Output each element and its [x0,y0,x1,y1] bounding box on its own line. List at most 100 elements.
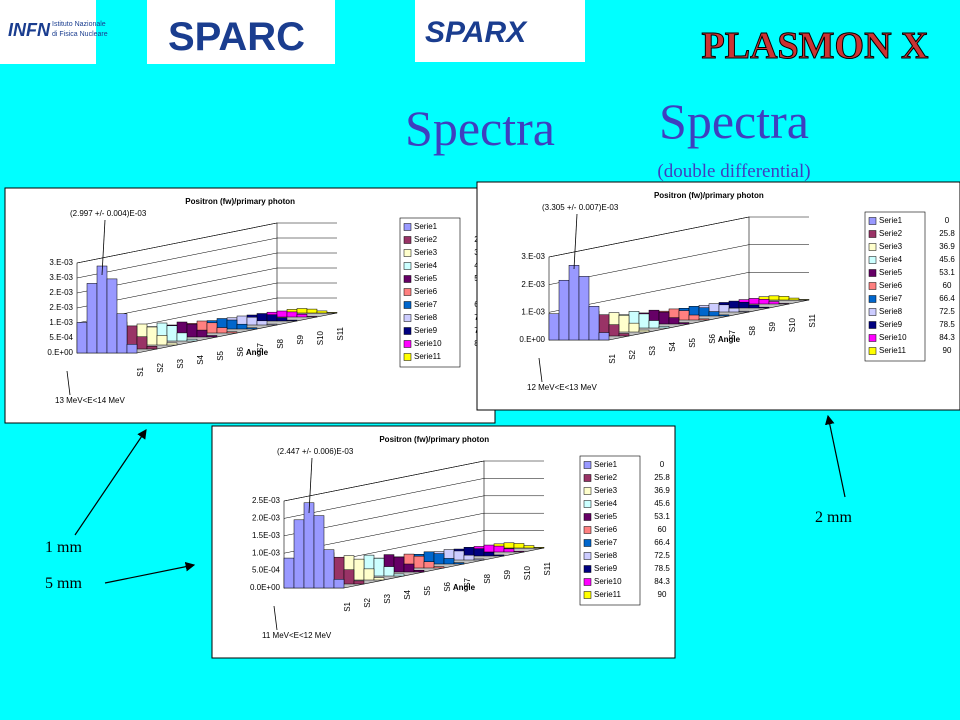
legend-label: Serie9 [414,326,438,335]
legend-swatch [868,269,877,277]
legend-label: Serie7 [414,300,438,309]
bar [568,265,580,341]
grid-line [76,222,337,264]
bar [728,300,740,309]
bar [76,322,88,354]
bar [306,308,318,314]
logo-box [415,0,585,62]
bar [778,296,790,301]
legend-label: Serie11 [594,590,622,599]
bar [503,542,515,549]
y-tick-label: 1.5E-03 [252,531,281,540]
legend-label: Serie10 [414,339,442,348]
depth-tick-label: S3 [648,345,657,355]
annotation: (3.305 +/- 0.007)E-03 [542,203,619,212]
legend-swatch [583,552,592,560]
bar [306,316,318,318]
legend-swatch [583,591,592,599]
depth-tick-label: S9 [503,569,512,579]
legend-angle: 90 [658,590,667,599]
depth-tick-label: S7 [728,329,737,339]
bar [276,317,288,322]
y-tick-label: 2.E-03 [49,303,73,312]
bar [483,544,495,553]
bar [678,322,690,325]
bar [463,547,475,557]
annotation-arrow [308,457,313,514]
bar [708,303,720,313]
bar [393,556,405,573]
legend-label: Serie8 [594,551,618,560]
legend-label: Serie3 [414,248,438,257]
arrow [825,414,846,498]
arrow [104,561,196,584]
y-tick-label: 5.0E-04 [252,566,281,575]
legend-swatch [868,217,877,225]
bar [383,566,395,577]
legend-angle: 66.4 [939,294,955,303]
bar [588,305,600,341]
bar [303,502,315,589]
subtitle: (double differential) [657,161,810,182]
bar [226,331,238,334]
grid-line [76,282,337,324]
bar [343,569,355,585]
bar [638,313,650,329]
depth-tick-label: S2 [156,362,165,372]
depth-tick-label: S8 [276,338,285,348]
legend-swatch [403,262,412,270]
grid-line [283,460,544,502]
legend-angle: 84.3 [654,577,670,586]
bar [413,555,425,569]
bar [483,551,495,557]
bar [533,547,545,549]
bar [698,307,710,317]
bar [688,314,700,321]
energy-label: 12 MeV<E<13 MeV [527,383,597,392]
bar [176,332,188,342]
legend-label: Serie3 [594,486,618,495]
bar [618,333,630,337]
bar [86,283,98,354]
bar [323,549,335,589]
legend-label: Serie4 [879,255,903,264]
legend-swatch [868,295,877,303]
y-tick-label: 3.E-03 [521,252,545,261]
bar [493,545,505,553]
legend-label: Serie8 [414,313,438,322]
legend-swatch [403,353,412,361]
legend-swatch [403,223,412,231]
legend-label: Serie4 [414,261,438,270]
legend-swatch [868,256,877,264]
bar [708,311,720,317]
legend-swatch [403,288,412,296]
legend-angle: 60 [943,281,952,290]
legend-angle: 72.5 [654,551,670,560]
logo-infn-sub: Istituto Nazionale [52,21,106,28]
chart-title: Positron (fw)/primary photon [185,197,295,206]
bar [236,315,248,326]
bar [443,558,455,565]
bar [236,323,248,330]
depth-tick-label: S10 [523,565,532,580]
bar [738,301,750,309]
legend-label: Serie2 [594,473,618,482]
logo-sparx: SPARX [425,16,528,49]
depth-tick-label: S7 [256,342,265,352]
bar [246,327,258,330]
legend-angle: 0 [660,460,665,469]
y-tick-label: 5.E-04 [49,333,73,342]
bar [578,276,590,341]
legend-swatch [583,565,592,573]
bar [788,297,800,301]
bar [136,336,148,350]
bar [393,573,405,577]
depth-tick-label: S11 [808,313,817,327]
legend-angle: 72.5 [939,307,955,316]
bar [558,279,570,341]
bar [698,318,710,321]
legend-angle: 78.5 [939,320,955,329]
legend-swatch [403,327,412,335]
depth-tick-label: S6 [236,346,245,356]
